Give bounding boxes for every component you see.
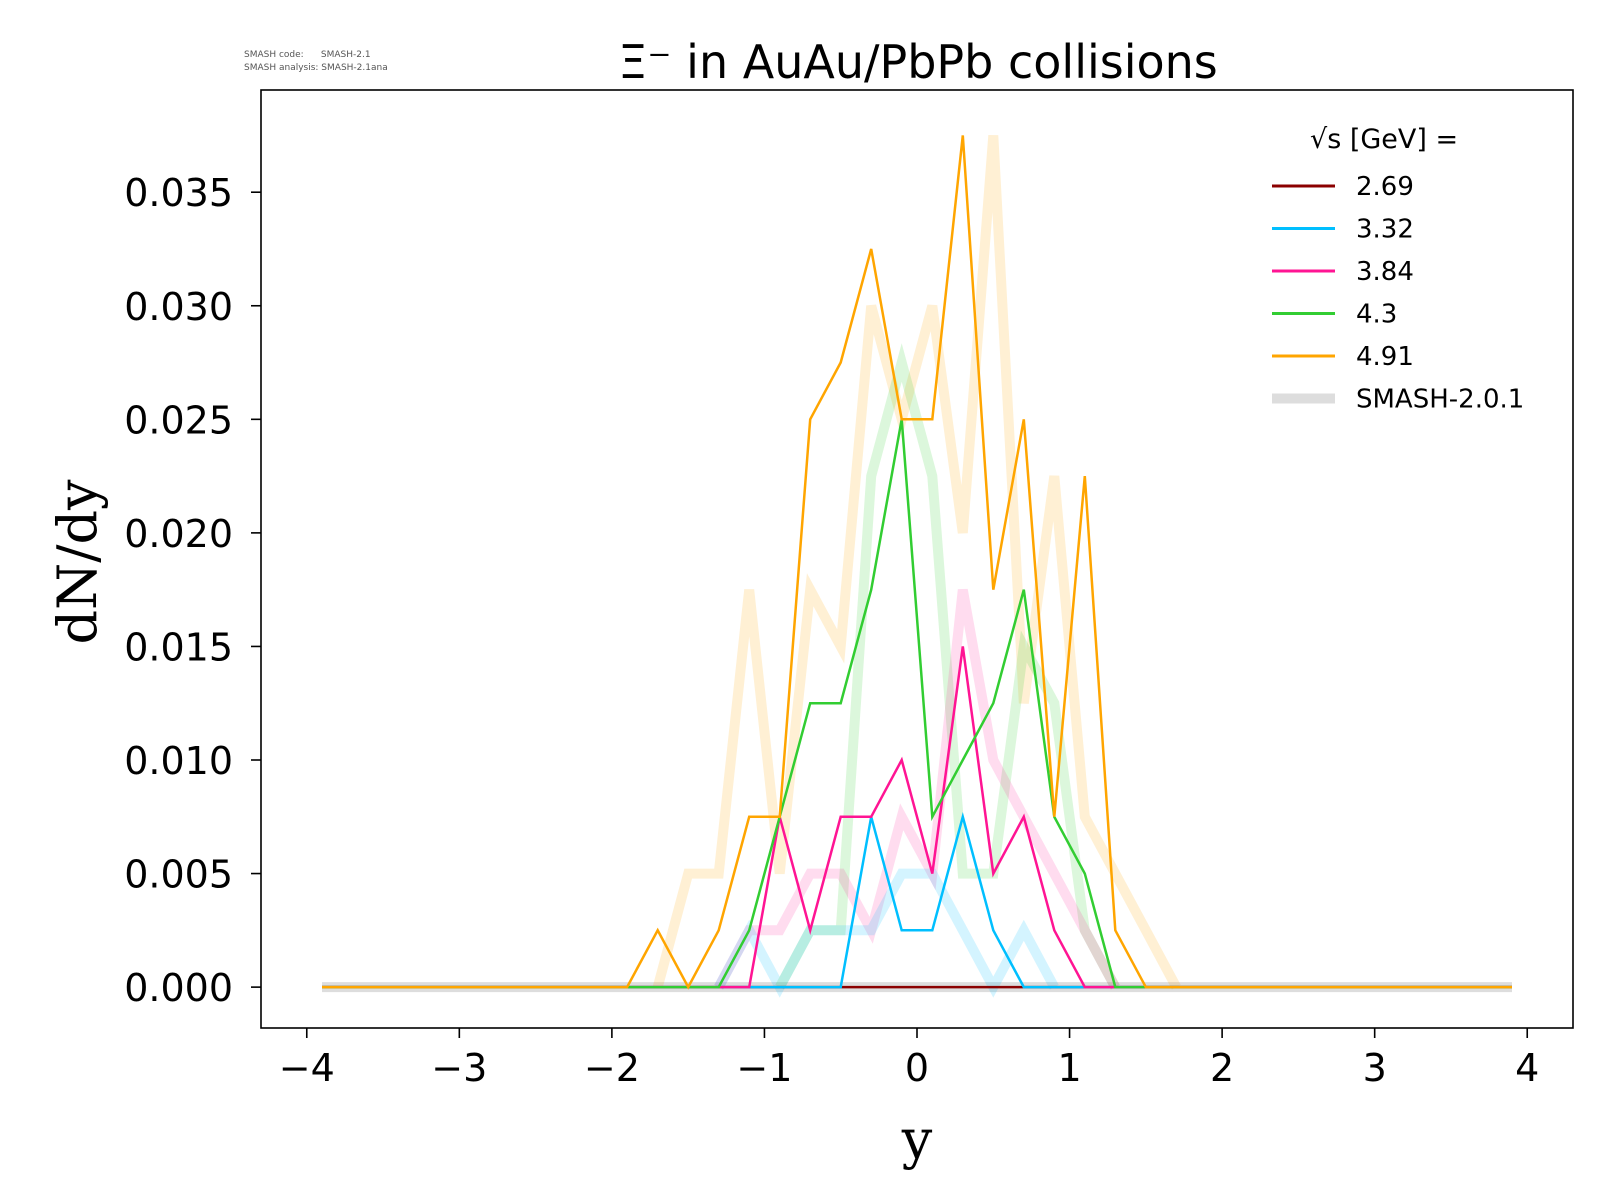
y-tick-label: 0.015: [124, 625, 233, 669]
y-axis: 0.000 0.005 0.010 0.015 0.020 0.025 0.030 0.035: [124, 171, 261, 1010]
x-tick-label: 2: [1210, 1046, 1234, 1090]
series-line-4-91-smash-2-0-1: [652, 135, 1181, 990]
y-axis-label: dN/dy: [46, 479, 109, 645]
x-tick-label: 0: [905, 1046, 929, 1090]
current-series-group: [322, 135, 1512, 990]
series-line-3-84-smash-2-0-1: [714, 588, 1120, 990]
legend-label-3-32: 3.32: [1356, 215, 1414, 245]
legend-label-4-91: 4.91: [1356, 342, 1414, 372]
x-axis-label: y: [901, 1108, 933, 1171]
x-tick-label: −4: [279, 1046, 335, 1090]
series-line-3-32-smash-2-0-1: [714, 868, 1059, 998]
y-tick-label: 0.005: [124, 853, 233, 897]
series-line-4-3-smash-2-0-1: [775, 343, 1120, 990]
legend-label-smash-2-0-1: SMASH-2.0.1: [1356, 385, 1524, 415]
x-tick-label: 4: [1515, 1046, 1539, 1090]
reference-series-group: [322, 135, 1512, 998]
series-line-3-84: [322, 646, 1512, 989]
legend-title: √s [GeV] =: [1310, 124, 1458, 155]
legend-label-4-3: 4.3: [1356, 300, 1397, 330]
x-axis: −4 −3 −2 −1 0 1 2 3 4: [279, 1028, 1539, 1090]
y-tick-label: 0.035: [124, 171, 233, 215]
x-tick-label: −2: [584, 1046, 640, 1090]
y-tick-label: 0.000: [124, 966, 233, 1010]
chart-title: Ξ⁻ in AuAu/PbPb collisions: [618, 35, 1218, 89]
series-line-4-3: [322, 419, 1512, 989]
meta-line-analysis: SMASH analysis: SMASH-2.1ana: [244, 63, 388, 73]
y-tick-label: 0.025: [124, 398, 233, 442]
series-line-4-91: [322, 135, 1512, 990]
y-tick-label: 0.010: [124, 739, 233, 783]
legend-label-2-69: 2.69: [1356, 172, 1414, 202]
meta-line-code: SMASH code: SMASH-2.1: [244, 50, 371, 60]
legend-label-3-84: 3.84: [1356, 257, 1414, 287]
x-tick-label: 1: [1057, 1046, 1081, 1090]
legend: √s [GeV] = 2.69 3.32 3.84 4.3 4.91 SMASH-2.0.…: [1272, 124, 1524, 415]
x-tick-label: −1: [736, 1046, 792, 1090]
x-tick-label: −3: [431, 1046, 487, 1090]
y-tick-label: 0.030: [124, 285, 233, 329]
y-tick-label: 0.020: [124, 512, 233, 556]
x-tick-label: 3: [1363, 1046, 1387, 1090]
